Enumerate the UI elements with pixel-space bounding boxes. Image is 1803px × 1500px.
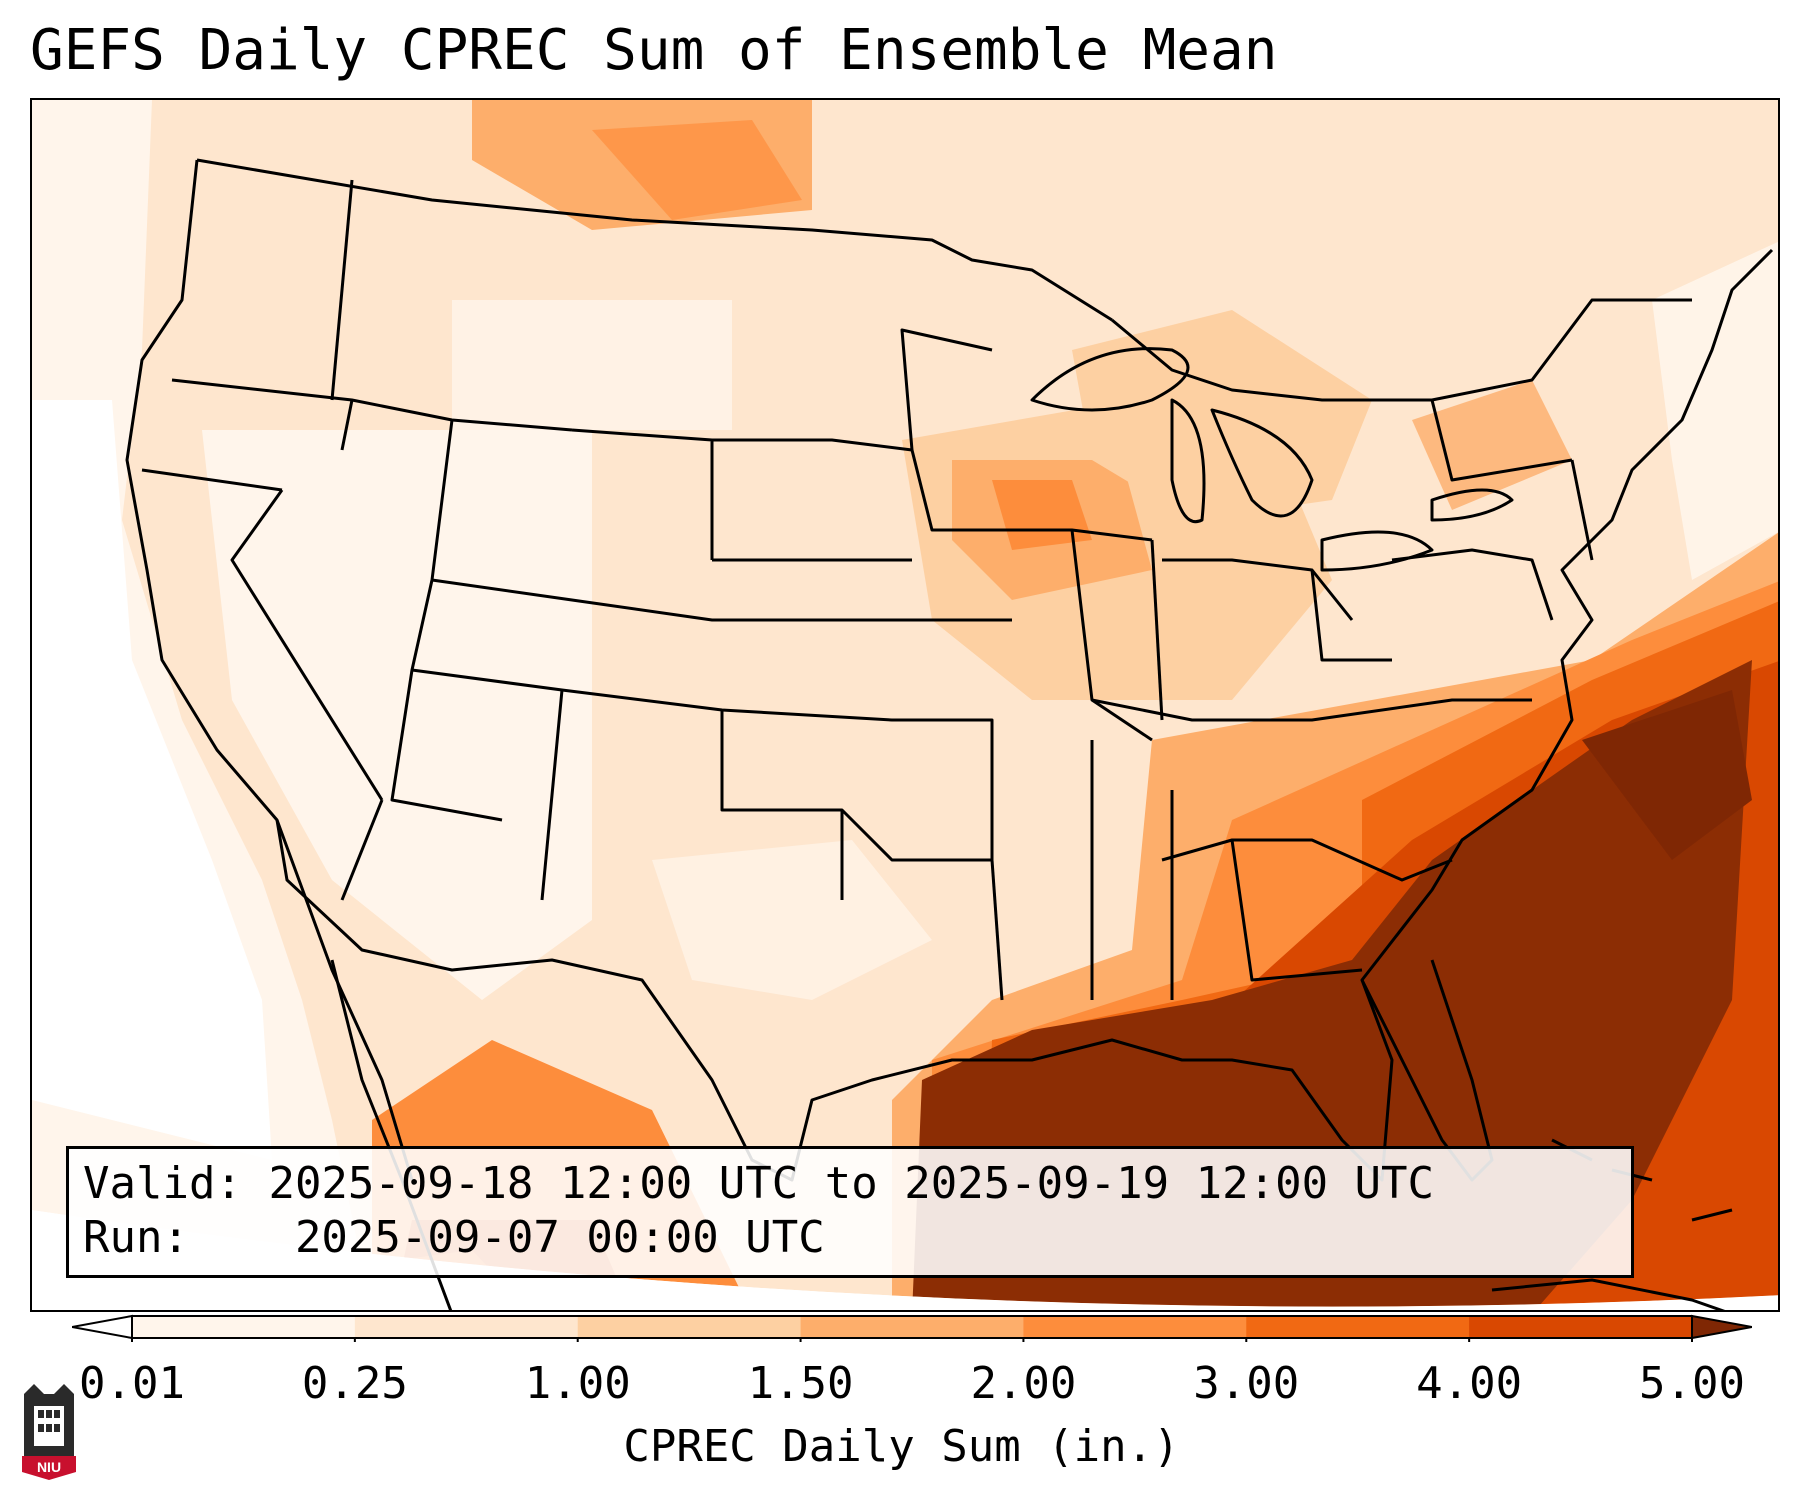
valid-value: 2025-09-18 12:00 UTC to 2025-09-19 12:00… [268,1158,1435,1209]
valid-run-info-box: Valid: 2025-09-18 12:00 UTC to 2025-09-1… [66,1146,1634,1278]
precip-map [32,100,1778,1310]
colorbar-label: CPREC Daily Sum (in.) [623,1421,1180,1472]
svg-text:NIU: NIU [37,1459,61,1475]
precip-field [32,100,1778,1307]
colorbar-tick-label: 0.01 [79,1358,185,1409]
niu-logo: NIU [22,1384,76,1480]
colorbar-tick-label: 3.00 [1193,1358,1300,1409]
run-label: Run: [83,1212,189,1263]
colorbar-segment [1246,1316,1470,1338]
chart-title: GEFS Daily CPREC Sum of Ensemble Mean [30,18,1278,83]
colorbar-segment [1469,1316,1693,1338]
valid-label: Valid: [83,1158,242,1209]
colorbar-extend-over [1691,1314,1752,1340]
colorbar-border [131,1315,1693,1339]
state-borders [125,158,1774,1310]
colorbar [72,1314,1752,1342]
colorbar-tick-label: 2.00 [970,1358,1077,1409]
colorbar-tick-label: 5.00 [1639,1358,1745,1409]
colorbar-segment [354,1316,579,1338]
colorbar-tick-label: 1.50 [747,1358,854,1409]
colorbar-tick-label: 4.00 [1416,1358,1523,1409]
map-panel [30,98,1780,1312]
colorbar-segment [800,1316,1024,1338]
run-value: 2025-09-07 00:00 UTC [294,1212,825,1263]
colorbar-extend-under [72,1314,133,1340]
valid-line: Valid: 2025-09-18 12:00 UTC to 2025-09-1… [83,1157,1617,1211]
colorbar-segment [132,1316,356,1338]
colorbar-tick-label: 1.00 [524,1358,631,1409]
run-line: Run: 2025-09-07 00:00 UTC [83,1211,1617,1265]
colorbar-tick-label: 0.25 [301,1358,408,1409]
colorbar-segments [72,1314,1752,1342]
colorbar-segment [577,1316,802,1338]
colorbar-segment [1023,1316,1247,1338]
